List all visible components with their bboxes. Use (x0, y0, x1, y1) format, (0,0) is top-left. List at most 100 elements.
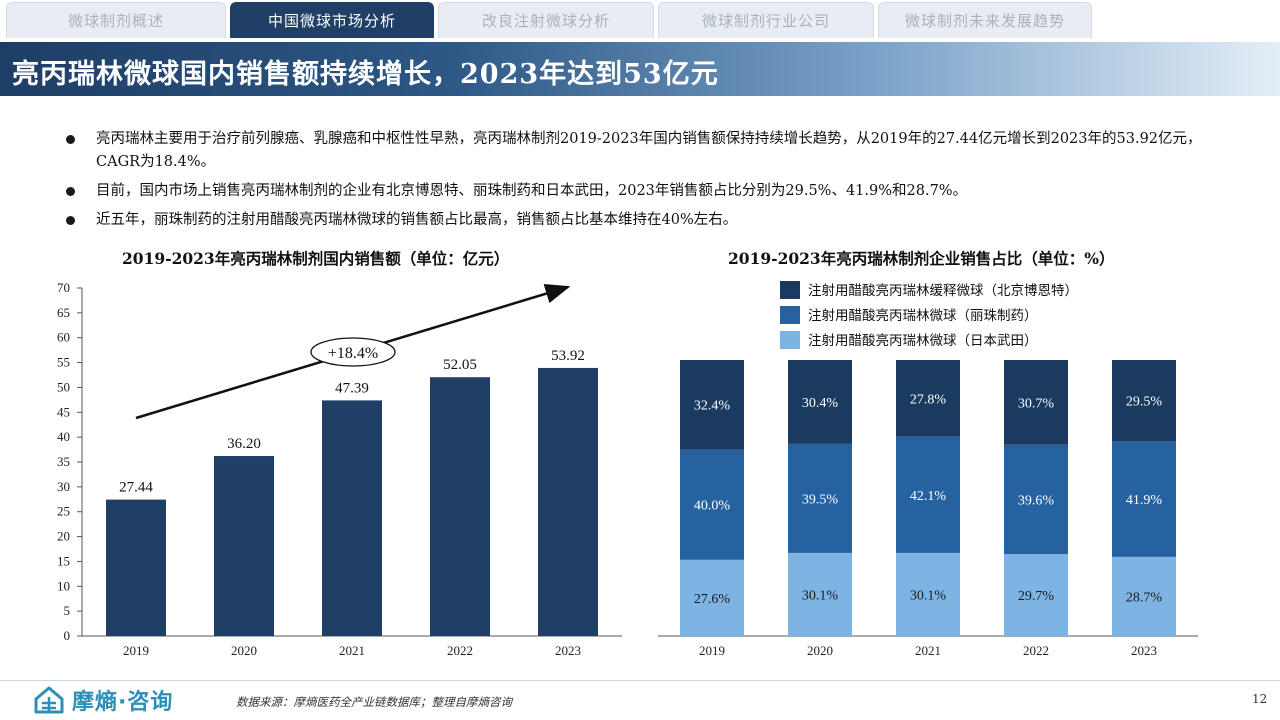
share-chart-title: 2019-2023年亮丙瑞林制剂企业销售占比（单位：%） (728, 249, 1115, 268)
segment-value-label: 30.1% (910, 588, 947, 603)
y-tick-label: 50 (57, 379, 70, 394)
segment-value-label: 39.5% (802, 492, 839, 507)
footer-divider (0, 680, 1280, 681)
segment-value-label: 40.0% (694, 499, 731, 514)
segment-value-label: 27.8% (910, 392, 947, 407)
share-segment (680, 559, 744, 636)
tab-china-microsphere-market[interactable]: 中国微球市场分析 (230, 2, 434, 38)
share-segment (1004, 554, 1068, 636)
x-tick-label: 2021 (339, 643, 365, 658)
y-tick-label: 60 (57, 330, 70, 345)
page-number: 12 (1252, 692, 1268, 706)
segment-value-label: 30.4% (802, 396, 839, 411)
sales-bar (106, 499, 166, 636)
y-tick-label: 45 (57, 404, 70, 419)
company-logo: 摩熵·咨询 (32, 684, 173, 716)
legend-swatch (780, 281, 800, 299)
y-tick-label: 65 (57, 305, 70, 320)
share-segment (896, 552, 960, 636)
y-tick-label: 40 (57, 429, 70, 444)
segment-value-label: 39.6% (1018, 493, 1055, 508)
cagr-badge (310, 337, 396, 367)
bullet-item: 近五年，丽珠制药的注射用醋酸亮丙瑞林微球的销售额占比最高，销售额占比基本维持在4… (62, 209, 1232, 232)
share-segment (1004, 360, 1068, 445)
y-tick-label: 20 (57, 529, 70, 544)
share-segment (788, 360, 852, 444)
share-segment (1004, 444, 1068, 555)
share-segment (1112, 556, 1176, 636)
y-tick-label: 15 (57, 553, 70, 568)
share-segment (680, 449, 744, 560)
logo-text: 摩熵·咨询 (72, 690, 174, 715)
segment-value-label: 29.7% (1018, 589, 1055, 604)
bullet-text: 目前，国内市场上销售亮丙瑞林制剂的企业有北京博恩特、丽珠制药和日本武田，2023… (96, 183, 968, 199)
bullet-list: 亮丙瑞林主要用于治疗前列腺癌、乳腺癌和中枢性性早熟，亮丙瑞林制剂2019-202… (62, 128, 1232, 238)
tab-microsphere-companies[interactable]: 微球制剂行业公司 (658, 2, 874, 38)
tab-bar: 微球制剂概述 中国微球市场分析 改良注射微球分析 微球制剂行业公司 微球制剂未来… (0, 0, 1280, 40)
segment-value-label: 27.6% (694, 592, 731, 607)
y-tick-label: 25 (57, 504, 70, 519)
share-segment (896, 360, 960, 437)
legend-label: 注射用醋酸亮丙瑞林缓释微球（北京博恩特） (808, 282, 1078, 298)
bullet-text: 亮丙瑞林主要用于治疗前列腺癌、乳腺癌和中枢性性早熟，亮丙瑞林制剂2019-202… (96, 131, 1202, 170)
bullet-text: 近五年，丽珠制药的注射用醋酸亮丙瑞林微球的销售额占比最高，销售额占比基本维持在4… (96, 212, 738, 228)
x-tick-label: 2022 (447, 643, 473, 658)
segment-value-label: 32.4% (694, 399, 731, 414)
segment-value-label: 28.7% (1126, 590, 1163, 605)
bullet-dot-icon (66, 187, 75, 196)
sales-bar-chart: 0 5 10 15 20 25 30 35 40 45 50 55 60 65 70 27.44 2019 36.… (57, 280, 622, 658)
bar-value-label: 52.05 (443, 357, 477, 373)
segment-value-label: 41.9% (1126, 493, 1163, 508)
bar-value-label: 53.92 (551, 348, 585, 364)
segment-value-label: 30.7% (1018, 396, 1055, 411)
logo-icon (34, 686, 64, 714)
bar-value-label: 27.44 (119, 480, 153, 496)
legend-swatch (780, 331, 800, 349)
segment-value-label: 30.1% (802, 588, 839, 603)
legend-label: 注射用醋酸亮丙瑞林微球（丽珠制药） (808, 307, 1038, 323)
y-tick-label: 10 (57, 578, 70, 593)
x-tick-label: 2022 (1023, 643, 1049, 658)
bullet-dot-icon (66, 216, 75, 225)
x-tick-label: 2023 (1131, 643, 1157, 658)
x-tick-label: 2019 (123, 643, 149, 658)
bullet-item: 亮丙瑞林主要用于治疗前列腺癌、乳腺癌和中枢性性早熟，亮丙瑞林制剂2019-202… (62, 128, 1232, 174)
sales-bar (538, 367, 598, 636)
sales-bar (322, 400, 382, 636)
sales-bar (214, 456, 274, 636)
title-band (0, 42, 1280, 96)
legend-label: 注射用醋酸亮丙瑞林微球（日本武田） (808, 332, 1038, 348)
segment-value-label: 42.1% (910, 489, 947, 504)
segment-value-label: 29.5% (1126, 395, 1163, 410)
y-tick-label: 5 (64, 603, 71, 618)
x-tick-label: 2019 (699, 643, 725, 658)
bar-value-label: 36.20 (227, 436, 261, 452)
tab-improved-injection-microspheres[interactable]: 改良注射微球分析 (438, 2, 654, 38)
data-source-note: 数据来源：摩熵医药全产业链数据库；整理自摩熵咨询 (236, 695, 512, 709)
y-tick-label: 35 (57, 454, 70, 469)
share-segment (788, 552, 852, 636)
share-segment (1112, 360, 1176, 442)
x-tick-label: 2021 (915, 643, 941, 658)
share-segment (896, 436, 960, 553)
x-tick-label: 2020 (807, 643, 833, 658)
x-tick-label: 2020 (231, 643, 257, 658)
y-tick-label: 55 (57, 355, 70, 370)
share-segment (788, 443, 852, 553)
y-tick-label: 70 (57, 280, 70, 295)
bullet-item: 目前，国内市场上销售亮丙瑞林制剂的企业有北京博恩特、丽珠制药和日本武田，2023… (62, 180, 1232, 203)
legend-swatch (780, 306, 800, 324)
y-tick-label: 0 (64, 628, 71, 643)
page-title: 亮丙瑞林微球国内销售额持续增长，2023年达到53亿元 (12, 59, 719, 90)
share-stacked-chart: 27.6% 40.0% 32.4% 2019 30.1% 39.5% 30.4% 2020 30… (658, 281, 1198, 658)
bullet-dot-icon (66, 135, 75, 144)
share-segment (680, 360, 744, 450)
tab-microsphere-future-trends[interactable]: 微球制剂未来发展趋势 (878, 2, 1092, 38)
share-segment (1112, 441, 1176, 557)
sales-bar (430, 377, 490, 636)
x-tick-label: 2023 (555, 643, 581, 658)
y-tick-label: 30 (57, 479, 70, 494)
tab-microsphere-overview[interactable]: 微球制剂概述 (6, 2, 226, 38)
cagr-annotation: +18.4% (328, 345, 378, 362)
